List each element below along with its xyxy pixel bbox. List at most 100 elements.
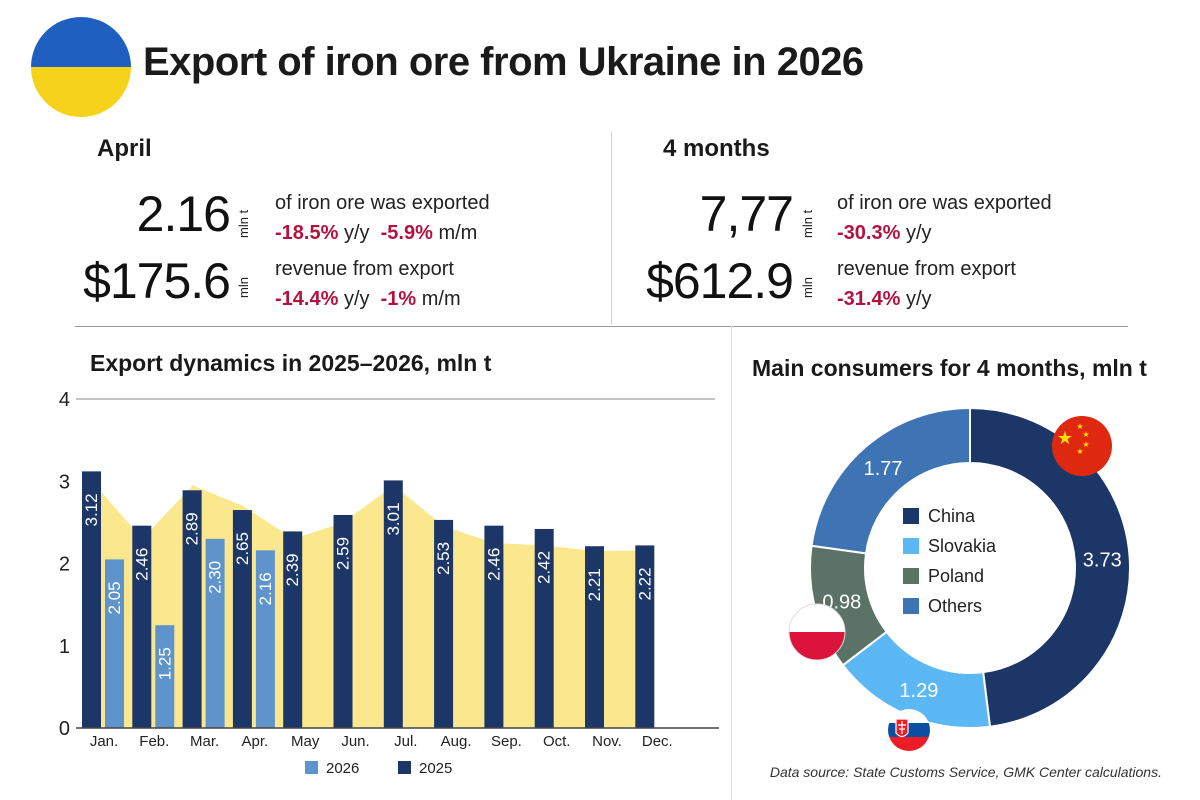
april-revenue-value: $175.6: [83, 253, 231, 309]
donut-legend-label: Others: [928, 596, 982, 616]
y-tick-label: 2: [59, 554, 70, 576]
april-label: April: [97, 135, 152, 162]
x-tick-label: Feb.: [139, 733, 169, 750]
four-months-revenue-value: $612.9: [646, 253, 794, 309]
legend-swatch-2025: [398, 761, 411, 774]
x-tick-label: Jun.: [341, 733, 369, 750]
bar-2025-label: 3.12: [82, 493, 101, 526]
y-tick-label: 0: [59, 718, 70, 740]
bar-2025-label: 2.46: [132, 548, 151, 581]
y-tick-label: 4: [59, 389, 70, 411]
four-months-volume-desc: of iron ore was exported: [837, 192, 1052, 214]
donut-chart-title: Main consumers for 4 months, mln t: [752, 355, 1147, 381]
background-area: [82, 481, 655, 728]
bar-2025: [283, 531, 303, 728]
four-months-volume-yy-suffix: y/y: [905, 222, 932, 244]
april-revenue-unit: mln: [236, 277, 251, 298]
april-volume-yy: -18.5%: [275, 222, 339, 244]
section-divider: [611, 132, 612, 324]
x-tick-label: Jan.: [90, 733, 118, 750]
four-months-revenue-unit: mln: [800, 277, 815, 298]
bar-2025: [383, 480, 403, 728]
x-tick-label: Jul.: [394, 733, 417, 750]
april-volume-yy-suffix: y/y: [343, 222, 370, 244]
bar-2025-label: 2.21: [585, 568, 604, 601]
svg-text:★: ★: [1057, 428, 1073, 448]
donut-legend-swatch: [903, 598, 919, 614]
bar-2025: [434, 519, 454, 728]
x-tick-label: Nov.: [592, 733, 622, 750]
april-revenue-change: -14.4% y/y -1% m/m: [275, 288, 461, 311]
svg-text:★: ★: [1082, 440, 1089, 449]
bar-chart: 0 1 2 3 4 3.12 2.05 Jan. 2.46 1.25 Feb. 2.892.30 Mar…: [59, 389, 719, 777]
bar-2025: [534, 528, 554, 728]
stats-separator: [75, 326, 1128, 327]
bar-2026: [155, 625, 175, 728]
four-months-volume-unit: mln t: [800, 209, 815, 238]
four-months-revenue-yy: -31.4%: [837, 288, 901, 310]
svg-text:★: ★: [1082, 430, 1089, 439]
svg-text:★: ★: [1076, 422, 1083, 431]
bar-2026-label: 2.16: [256, 572, 275, 605]
bar-2025: [484, 525, 504, 728]
bar-2025: [82, 471, 101, 728]
slovakia-flag-icon: [888, 709, 930, 751]
four-months-label: 4 months: [663, 135, 770, 162]
bar-2025: [585, 546, 604, 728]
y-tick-label: 3: [59, 471, 70, 493]
bar-2025: [333, 514, 353, 728]
donut-legend-label: China: [928, 506, 976, 526]
donut-legend-label: Poland: [928, 566, 984, 586]
x-tick-label: Oct.: [543, 733, 571, 750]
four-months-revenue-desc: revenue from export: [837, 258, 1016, 280]
donut-legend-swatch: [903, 508, 919, 524]
page-title: Export of iron ore from Ukraine in 2026: [143, 40, 864, 84]
april-volume-value: 2.16: [136, 186, 231, 242]
x-tick-label: May: [291, 733, 320, 750]
april-volume-mm-suffix: m/m: [438, 222, 478, 244]
donut-legend-swatch: [903, 568, 919, 584]
april-revenue-mm-suffix: m/m: [421, 288, 461, 310]
legend-label-2025: 2025: [419, 760, 452, 777]
x-tick-label: Sep.: [491, 733, 522, 750]
bar-2025-label: 2.22: [635, 567, 654, 600]
april-revenue-mm: -1%: [380, 288, 417, 310]
april-revenue-yy: -14.4%: [275, 288, 339, 310]
four-months-volume-value: 7,77: [699, 186, 794, 242]
bar-2025-label: 2.53: [434, 542, 453, 575]
donut-legend-swatch: [903, 538, 919, 554]
bar-2025-label: 2.42: [535, 551, 554, 584]
april-volume-unit: mln t: [236, 209, 251, 238]
bar-2025-label: 2.89: [183, 512, 202, 545]
x-tick-label: Mar.: [190, 733, 219, 750]
legend-label-2026: 2026: [326, 760, 359, 777]
bar-2025: [132, 525, 152, 728]
donut-chart: 3.731.290.981.77ChinaSlovakiaPolandOther…: [788, 406, 1132, 751]
april-volume-desc: of iron ore was exported: [275, 192, 490, 214]
donut-legend-label: Slovakia: [928, 536, 997, 556]
donut-value-label: 1.77: [864, 458, 903, 480]
bar-2025: [232, 510, 252, 728]
bar-2026-label: 1.25: [155, 647, 174, 680]
april-volume-change: -18.5% y/y -5.9% m/m: [275, 222, 477, 245]
bar-2025: [182, 490, 202, 728]
april-revenue-yy-suffix: y/y: [343, 288, 370, 310]
bar-2025-label: 3.01: [384, 502, 403, 535]
bar-2026-label: 2.05: [105, 581, 124, 614]
bar-2025-label: 2.65: [233, 532, 252, 565]
april-revenue-desc: revenue from export: [275, 258, 454, 280]
china-flag-icon: ★★★★★: [1052, 416, 1112, 476]
chart-divider: [731, 326, 732, 800]
bar-2025: [635, 545, 655, 728]
april-volume-mm: -5.9%: [380, 222, 433, 244]
four-months-revenue-change: -31.4% y/y: [837, 288, 932, 311]
donut-value-label: 3.73: [1083, 550, 1122, 572]
bar-2026-label: 2.30: [206, 561, 225, 594]
x-tick-label: Apr.: [242, 733, 269, 750]
bar-2026: [255, 550, 275, 728]
four-months-revenue-yy-suffix: y/y: [905, 288, 932, 310]
y-tick-label: 1: [59, 636, 70, 658]
four-months-volume-change: -30.3% y/y: [837, 222, 932, 245]
bar-2025-label: 2.39: [283, 553, 302, 586]
legend-swatch-2026: [305, 761, 318, 774]
